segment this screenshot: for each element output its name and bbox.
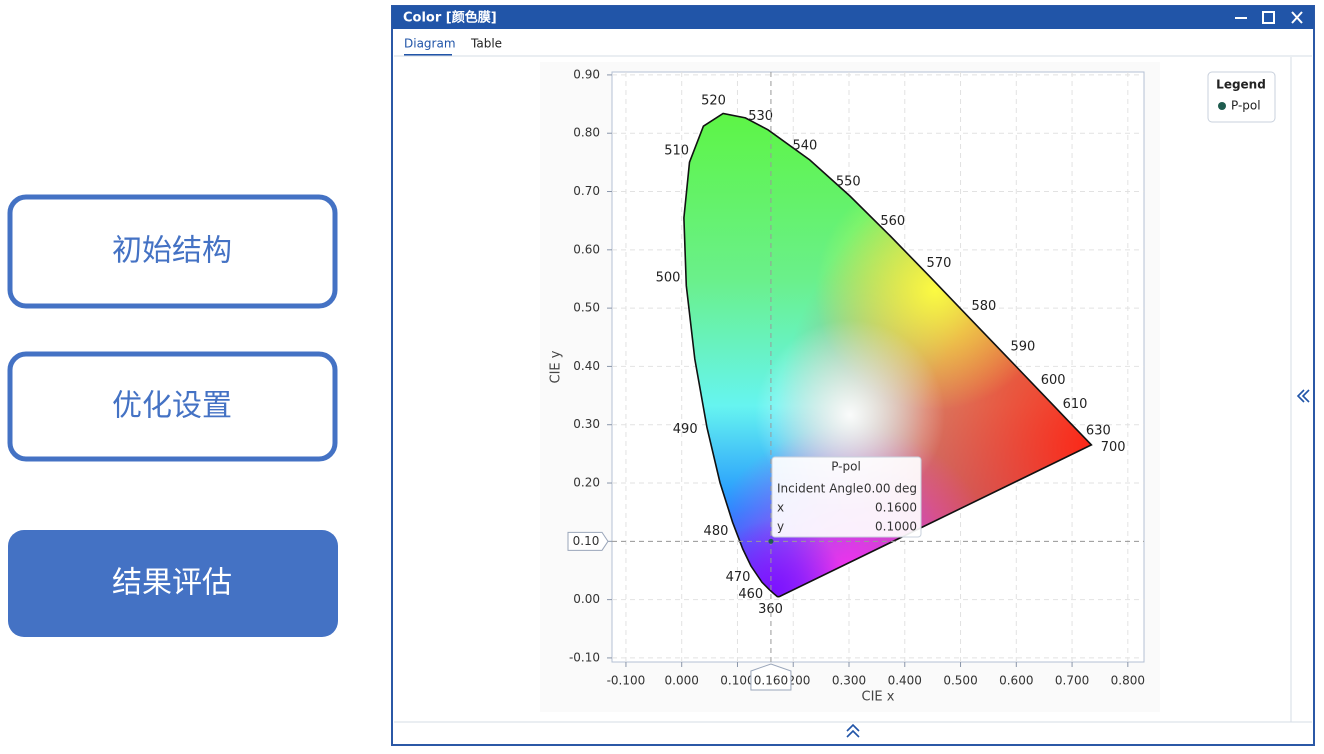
wavelength-label: 570 xyxy=(927,256,952,271)
close-button[interactable] xyxy=(1291,11,1303,24)
x-tick-label: 0.000 xyxy=(665,674,699,688)
wavelength-label: 610 xyxy=(1063,397,1088,412)
wavelength-label: 600 xyxy=(1041,373,1066,388)
nav-button[interactable]: 优化设置 xyxy=(7,351,338,462)
tooltip-key: Incident Angle xyxy=(777,482,863,496)
y-tick-label: 0.60 xyxy=(573,242,600,256)
y-tick-label: 0.20 xyxy=(573,476,600,490)
y-tick-label: 0.80 xyxy=(573,126,600,140)
tooltip-value: 0.00 deg xyxy=(864,482,917,496)
wavelength-label: 590 xyxy=(1010,340,1035,355)
maximize-button[interactable] xyxy=(1262,11,1275,24)
nav-button-box[interactable] xyxy=(7,194,338,309)
tooltip-key: x xyxy=(777,501,784,515)
crosshair-y-box xyxy=(567,531,609,551)
wavelength-label: 530 xyxy=(748,109,773,124)
legend-title: Legend xyxy=(1216,78,1266,92)
tooltip-value: 0.1000 xyxy=(875,520,917,534)
y-tick-label: 0.30 xyxy=(573,417,600,431)
wavelength-label: 580 xyxy=(971,299,996,314)
x-tick-label: 0.500 xyxy=(943,674,977,688)
crosshair-y-label: 0.10 xyxy=(573,534,600,548)
y-tick-label: 0.00 xyxy=(573,592,600,606)
tab[interactable]: Table xyxy=(470,37,502,51)
wavelength-label: 700 xyxy=(1101,440,1126,455)
nav-button[interactable]: 结果评估 xyxy=(8,530,338,637)
spectral-locus xyxy=(683,112,1093,598)
x-tick-label: 0.800 xyxy=(1111,674,1145,688)
wavelength-label: 470 xyxy=(726,570,751,585)
nav-button-label[interactable]: 初始结构 xyxy=(112,234,232,267)
nav-button-label[interactable]: 优化设置 xyxy=(112,389,232,422)
data-point[interactable] xyxy=(768,538,774,544)
x-axis-title: CIE x xyxy=(862,690,895,705)
legend-label[interactable]: P-pol xyxy=(1231,99,1261,113)
wavelength-label: 460 xyxy=(738,587,763,602)
tooltip-box xyxy=(771,456,922,538)
nav-button-label[interactable]: 结果评估 xyxy=(112,566,232,599)
wavelength-label: 560 xyxy=(880,214,905,229)
nav-button[interactable]: 初始结构 xyxy=(7,194,338,309)
crosshair-x-box xyxy=(750,663,792,691)
y-tick-label: 0.40 xyxy=(573,359,600,373)
x-tick-label: 0.100 xyxy=(720,674,754,688)
wavelength-label: 550 xyxy=(836,175,861,190)
nav-button-box[interactable] xyxy=(8,530,338,637)
wavelength-label: 510 xyxy=(664,143,689,158)
x-tick-label: 0.300 xyxy=(832,674,866,688)
y-tick-label: 0.90 xyxy=(573,67,600,81)
tooltip: P-pol Incident Angle 0.00 deg x 0.1600 y 0.100… xyxy=(771,456,922,538)
wavelength-label: 630 xyxy=(1086,423,1111,438)
tooltip-value: 0.1600 xyxy=(875,501,917,515)
crosshair-x-label: 0.160 xyxy=(754,674,788,688)
y-axis-title: CIE y xyxy=(549,350,564,383)
x-tick-label: 0.700 xyxy=(1055,674,1089,688)
y-tick-label: 0.70 xyxy=(573,184,600,198)
legend: Legend P-pol xyxy=(1207,71,1276,123)
window-title: Color [颜色膜] xyxy=(403,10,497,26)
tooltip-title: P-pol xyxy=(831,460,861,474)
wavelength-label: 360 xyxy=(758,602,783,617)
tab[interactable]: Diagram xyxy=(404,37,456,51)
legend-swatch xyxy=(1218,102,1226,110)
x-tick-label: 0.600 xyxy=(999,674,1033,688)
title-bar xyxy=(392,6,1314,29)
wavelength-label: 540 xyxy=(792,139,817,154)
wavelength-label: 500 xyxy=(656,270,681,285)
expand-bottom[interactable] xyxy=(846,723,860,738)
x-tick-label: 0.400 xyxy=(888,674,922,688)
wavelength-label: 480 xyxy=(704,524,729,539)
wavelength-label: 490 xyxy=(673,422,698,437)
x-tick-label: -0.100 xyxy=(607,674,646,688)
legend-box xyxy=(1207,71,1276,123)
y-tick-label: 0.50 xyxy=(573,301,600,315)
y-tick-label: -0.10 xyxy=(569,650,600,664)
nav-button-box[interactable] xyxy=(7,351,338,462)
tooltip-key: y xyxy=(777,520,784,534)
wavelength-label: 520 xyxy=(701,93,726,108)
expand-panel[interactable] xyxy=(1296,389,1310,403)
